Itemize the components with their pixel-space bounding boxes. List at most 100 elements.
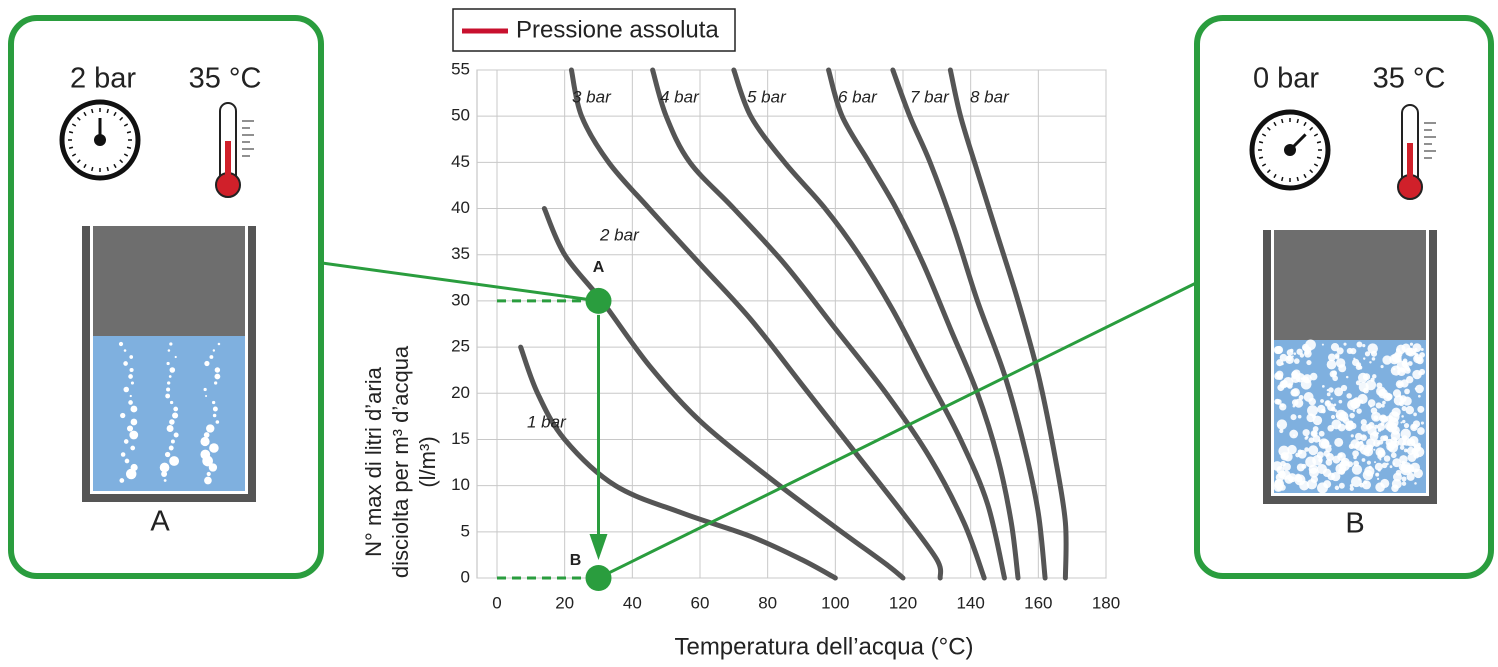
y-axis-title: N° max di litri d’aria disciolta per m³ … — [361, 345, 440, 578]
bubble — [1380, 403, 1385, 408]
bubble — [1366, 438, 1376, 448]
bubble — [1362, 480, 1372, 490]
bubble — [1370, 407, 1378, 414]
x-tick-label: 140 — [956, 593, 984, 612]
bubble — [204, 476, 212, 485]
bubble — [1331, 370, 1337, 376]
bubble — [161, 471, 168, 477]
bubble — [1399, 455, 1408, 464]
pressure-curve — [890, 67, 1048, 581]
bubble — [1336, 347, 1344, 355]
bubble — [128, 400, 133, 405]
bubble — [1417, 405, 1425, 413]
bubble — [1407, 453, 1417, 462]
bubble — [1296, 348, 1303, 355]
bubble — [1419, 368, 1426, 375]
bubble — [1386, 421, 1398, 433]
bubble — [1305, 339, 1316, 351]
bubble — [1353, 455, 1357, 460]
bubble — [123, 386, 129, 393]
bubble — [209, 443, 219, 453]
bubble — [1350, 434, 1354, 438]
bubble — [1312, 414, 1316, 419]
bubble — [1297, 414, 1302, 419]
bubble — [1418, 394, 1421, 398]
bubble — [1374, 461, 1377, 464]
bubble — [1413, 412, 1417, 417]
thermometer-fill — [1407, 143, 1413, 187]
bubble — [1420, 348, 1424, 351]
bubble — [1416, 442, 1421, 448]
vessel-wall — [1429, 230, 1437, 504]
bubble — [1382, 400, 1386, 405]
bubble — [1284, 474, 1294, 484]
bubble — [1376, 382, 1383, 389]
bubble — [1365, 447, 1370, 452]
bubble — [1299, 480, 1310, 491]
bubble — [1275, 345, 1284, 354]
vessel-wall — [82, 226, 90, 502]
bubble — [1404, 388, 1410, 395]
x-tick-label: 40 — [623, 593, 642, 612]
bubble — [1390, 452, 1397, 459]
bubble — [174, 355, 177, 359]
bubble — [1326, 388, 1330, 392]
curve-label: 4 bar — [660, 87, 700, 106]
bubble — [1390, 430, 1401, 441]
bubble — [212, 349, 216, 352]
bubble — [1377, 428, 1382, 432]
bubble — [129, 367, 134, 373]
gauge-tick — [106, 108, 110, 114]
bubble — [166, 361, 170, 366]
gauge-tick — [76, 116, 81, 121]
point — [585, 287, 612, 314]
pressure-curve — [541, 206, 906, 581]
legend-label: Pressione assoluta — [516, 16, 719, 43]
bubble — [1289, 429, 1299, 439]
bubble — [1373, 415, 1379, 421]
y-axis-title-line: disciolta per m³ d’acqua — [388, 345, 413, 578]
pressure-curve — [826, 67, 1021, 581]
bubble — [1321, 343, 1324, 346]
bubble — [166, 387, 171, 392]
bubble — [217, 342, 221, 346]
bubble — [1402, 361, 1409, 368]
bubble — [1338, 482, 1345, 489]
gauge-tick — [76, 159, 81, 164]
pressure-curve — [518, 344, 838, 581]
water — [93, 336, 245, 491]
bubble — [1334, 437, 1344, 447]
bubble — [1401, 481, 1407, 486]
bubble — [123, 361, 128, 366]
bubble — [1304, 349, 1310, 355]
bubble — [1343, 342, 1347, 346]
bubble — [203, 432, 210, 438]
bubble — [1407, 361, 1413, 366]
bubble — [1358, 381, 1369, 393]
bubble — [1389, 465, 1393, 469]
bubble — [169, 400, 174, 405]
bubble — [1287, 383, 1293, 389]
gauge-tick — [1313, 133, 1319, 137]
bubble — [1338, 411, 1349, 422]
bubble — [1292, 404, 1296, 408]
bubble — [1414, 482, 1417, 485]
pressure-text: 0 bar — [1253, 63, 1319, 95]
bubble — [1336, 415, 1339, 418]
bubble — [120, 452, 126, 457]
gauge-tick — [1313, 163, 1319, 167]
bubble — [1317, 404, 1326, 414]
bubble — [1370, 350, 1378, 357]
bubble — [1399, 445, 1405, 450]
bubble — [1379, 458, 1382, 461]
bubble — [1312, 426, 1319, 432]
y-tick-label: 35 — [451, 244, 470, 263]
vessel-label: A — [150, 506, 170, 538]
pressure-text: 2 bar — [70, 63, 136, 95]
bubble — [159, 462, 170, 473]
bubble — [1409, 462, 1421, 473]
bubble — [129, 355, 134, 359]
bubble — [1417, 427, 1425, 435]
bubble — [1328, 387, 1334, 393]
bubble — [1338, 399, 1343, 404]
